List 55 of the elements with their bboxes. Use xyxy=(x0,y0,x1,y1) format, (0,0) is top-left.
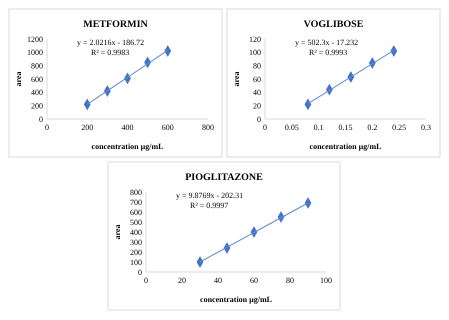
chart-title: METFORMIN xyxy=(83,19,148,30)
annotation: R² = 0.9993 xyxy=(309,48,348,57)
annotation: y = 9.8769x - 202.31 xyxy=(176,191,244,200)
y-tick-label: 600 xyxy=(130,208,142,217)
y-tick-label: 600 xyxy=(31,74,43,84)
x-tick-label: 0.1 xyxy=(314,123,324,132)
y-tick-label: 20 xyxy=(253,101,261,110)
y-tick-label: 500 xyxy=(130,218,142,227)
x-axis-title: concentration µg/mL xyxy=(92,142,164,151)
x-tick-label: 0 xyxy=(45,123,49,132)
x-axis-title: concentration µg/mL xyxy=(200,295,272,304)
y-tick-label: 100 xyxy=(130,258,142,267)
annotation: y = 2.0216x - 186.72 xyxy=(77,38,144,47)
y-tick-label: 0 xyxy=(138,268,142,277)
x-tick-label: 200 xyxy=(81,123,94,132)
y-tick-label: 0 xyxy=(257,114,261,124)
x-tick-label: 100 xyxy=(320,276,332,285)
x-tick-label: 0.25 xyxy=(392,123,406,132)
x-tick-label: 600 xyxy=(162,123,174,132)
y-tick-label: 1200 xyxy=(27,34,43,44)
x-tick-label: 20 xyxy=(178,276,186,285)
x-tick-label: 80 xyxy=(286,276,294,285)
annotation: y = 502.3x - 17.232 xyxy=(295,38,358,47)
y-tick-label: 300 xyxy=(130,238,142,247)
chart-title: PIOGLITAZONE xyxy=(185,172,264,183)
y-axis-title: area xyxy=(113,224,122,240)
y-tick-label: 40 xyxy=(253,88,261,98)
y-tick-label: 0 xyxy=(39,114,43,124)
y-tick-label: 120 xyxy=(249,34,261,44)
annotation: R² = 0.9997 xyxy=(190,201,228,210)
chart-title: VOGLIBOSE xyxy=(304,19,364,30)
y-tick-label: 800 xyxy=(31,61,43,70)
y-tick-label: 60 xyxy=(253,74,261,84)
y-tick-label: 200 xyxy=(31,101,43,110)
x-tick-label: 400 xyxy=(122,123,134,132)
y-axis-title: area xyxy=(14,72,23,86)
annotation: R² = 0.9983 xyxy=(91,48,130,57)
y-tick-label: 80 xyxy=(253,61,261,70)
x-tick-label: 0.05 xyxy=(284,123,299,132)
x-axis-title: concentration µg/mL xyxy=(310,142,382,151)
x-tick-label: 40 xyxy=(214,276,222,285)
y-axis-title: area xyxy=(232,72,241,86)
x-tick-label: 800 xyxy=(202,123,214,132)
y-tick-label: 400 xyxy=(130,228,142,237)
y-tick-label: 1000 xyxy=(27,48,43,58)
y-tick-label: 800 xyxy=(130,188,142,197)
y-tick-label: 400 xyxy=(31,88,43,98)
x-tick-label: 0.15 xyxy=(338,123,352,132)
y-tick-label: 200 xyxy=(130,248,142,257)
x-tick-label: 0 xyxy=(263,123,267,132)
x-tick-label: 0.3 xyxy=(421,123,431,132)
x-tick-label: 0.2 xyxy=(367,123,378,132)
y-tick-label: 700 xyxy=(130,198,142,207)
x-tick-label: 0 xyxy=(144,276,148,285)
y-tick-label: 100 xyxy=(249,48,261,58)
